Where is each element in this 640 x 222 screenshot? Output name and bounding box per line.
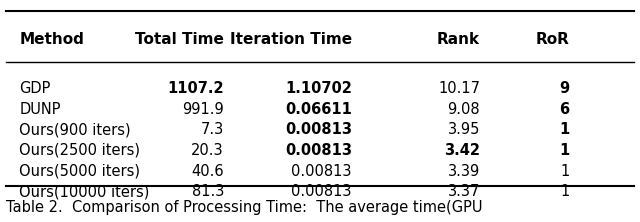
Text: 81.3: 81.3 — [191, 184, 224, 199]
Text: Table 2.  Comparison of Processing Time:  The average time(GPU: Table 2. Comparison of Processing Time: … — [6, 200, 483, 215]
Text: 1.10702: 1.10702 — [285, 81, 352, 96]
Text: RoR: RoR — [536, 32, 570, 47]
Text: 1: 1 — [561, 164, 570, 179]
Text: 10.17: 10.17 — [438, 81, 480, 96]
Text: 3.39: 3.39 — [448, 164, 480, 179]
Text: Method: Method — [19, 32, 84, 47]
Text: Total Time: Total Time — [135, 32, 224, 47]
Text: Ours(900 iters): Ours(900 iters) — [19, 122, 131, 137]
Text: 20.3: 20.3 — [191, 143, 224, 158]
Text: Rank: Rank — [437, 32, 480, 47]
Text: 0.00813: 0.00813 — [285, 143, 352, 158]
Text: 40.6: 40.6 — [191, 164, 224, 179]
Text: 6: 6 — [559, 102, 570, 117]
Text: 9: 9 — [559, 81, 570, 96]
Text: 0.06611: 0.06611 — [285, 102, 352, 117]
Text: 0.00813: 0.00813 — [285, 122, 352, 137]
Text: 3.95: 3.95 — [447, 122, 480, 137]
Text: 0.00813: 0.00813 — [291, 164, 352, 179]
Text: Ours(5000 iters): Ours(5000 iters) — [19, 164, 140, 179]
Text: 1107.2: 1107.2 — [168, 81, 224, 96]
Text: 9.08: 9.08 — [447, 102, 480, 117]
Text: 1: 1 — [561, 184, 570, 199]
Text: 991.9: 991.9 — [182, 102, 224, 117]
Text: GDP: GDP — [19, 81, 51, 96]
Text: 3.37: 3.37 — [447, 184, 480, 199]
Text: Ours(2500 iters): Ours(2500 iters) — [19, 143, 140, 158]
Text: 3.42: 3.42 — [444, 143, 480, 158]
Text: Iteration Time: Iteration Time — [230, 32, 352, 47]
Text: DUNP: DUNP — [19, 102, 61, 117]
Text: Ours(10000 iters): Ours(10000 iters) — [19, 184, 150, 199]
Text: 1: 1 — [559, 143, 570, 158]
Text: 7.3: 7.3 — [201, 122, 224, 137]
Text: 0.00813: 0.00813 — [291, 184, 352, 199]
Text: 1: 1 — [559, 122, 570, 137]
